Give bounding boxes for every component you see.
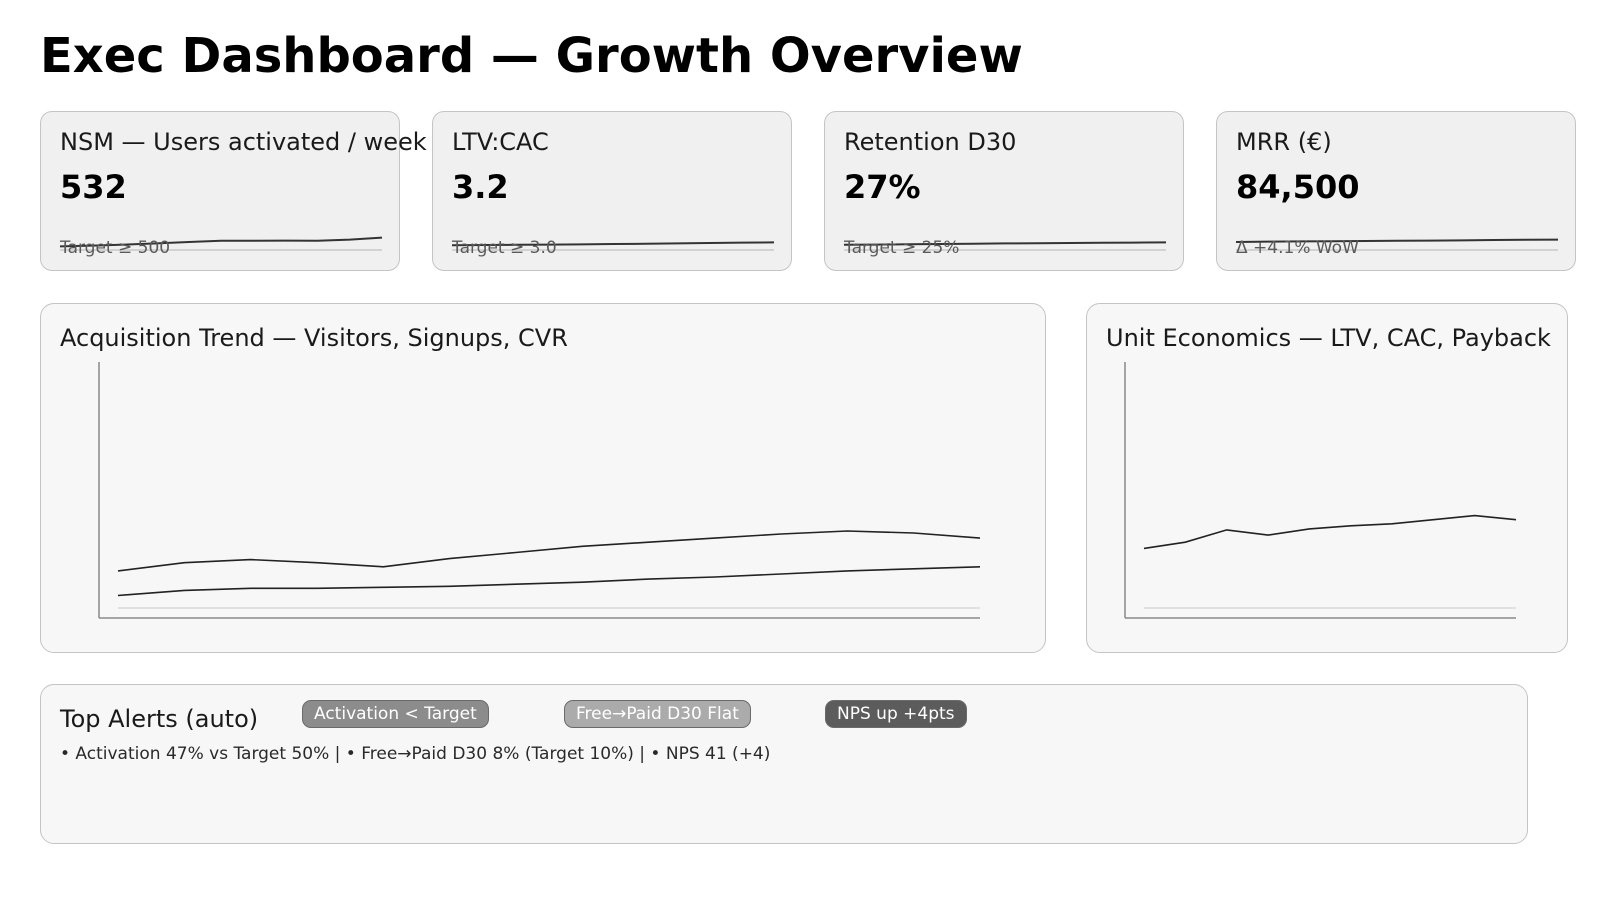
kpi-sparkline xyxy=(451,241,775,251)
kpi-value: 532 xyxy=(60,168,127,206)
acquisition-chart xyxy=(98,362,981,619)
sparkline-line xyxy=(843,241,1167,246)
kpi-sparkline xyxy=(1235,238,1559,251)
kpi-note: Target ≥ 3.0 xyxy=(452,238,557,258)
series-line-1 xyxy=(117,530,981,572)
kpi-value: 3.2 xyxy=(452,168,509,206)
kpi-card-ltv-cac[interactable]: LTV:CAC 3.2 Target ≥ 3.0 xyxy=(432,111,792,271)
unit-economics-chart xyxy=(1124,362,1517,619)
kpi-value: 27% xyxy=(844,168,921,206)
alerts-detail: • Activation 47% vs Target 50% | • Free→… xyxy=(60,744,771,764)
kpi-value: 84,500 xyxy=(1236,168,1360,206)
series-line-1 xyxy=(1143,514,1517,550)
sparkline-line xyxy=(1235,238,1559,243)
acquisition-title: Acquisition Trend — Visitors, Signups, C… xyxy=(60,324,568,352)
alerts-panel: Top Alerts (auto) Activation < Target Fr… xyxy=(40,684,1528,844)
kpi-note: Target ≥ 500 xyxy=(60,238,171,258)
kpi-note: Target ≥ 25% xyxy=(844,238,960,258)
kpi-title: NSM — Users activated / week xyxy=(60,128,427,156)
kpi-card-retention[interactable]: Retention D30 27% Target ≥ 25% xyxy=(824,111,1184,271)
kpi-sparkline xyxy=(59,236,383,251)
kpi-title: LTV:CAC xyxy=(452,128,549,156)
sparkline-line xyxy=(59,236,383,248)
alert-chip-activation[interactable]: Activation < Target xyxy=(302,700,489,728)
page-title: Exec Dashboard — Growth Overview xyxy=(40,28,1023,84)
kpi-title: MRR (€) xyxy=(1236,128,1332,156)
kpi-note: Δ +4.1% WoW xyxy=(1236,238,1359,258)
unit-economics-panel: Unit Economics — LTV, CAC, Payback xyxy=(1086,303,1568,653)
alert-chip-free-paid[interactable]: Free→Paid D30 Flat xyxy=(564,700,751,728)
kpi-card-mrr[interactable]: MRR (€) 84,500 Δ +4.1% WoW xyxy=(1216,111,1576,271)
unit-economics-title: Unit Economics — LTV, CAC, Payback xyxy=(1106,324,1551,352)
alerts-title: Top Alerts (auto) xyxy=(60,705,259,733)
kpi-title: Retention D30 xyxy=(844,128,1017,156)
series-line-2 xyxy=(117,566,981,597)
alert-chip-nps[interactable]: NPS up +4pts xyxy=(825,700,967,728)
kpi-sparkline xyxy=(843,241,1167,251)
kpi-card-nsm[interactable]: NSM — Users activated / week 532 Target … xyxy=(40,111,427,271)
sparkline-line xyxy=(451,241,775,247)
acquisition-panel: Acquisition Trend — Visitors, Signups, C… xyxy=(40,303,1046,653)
